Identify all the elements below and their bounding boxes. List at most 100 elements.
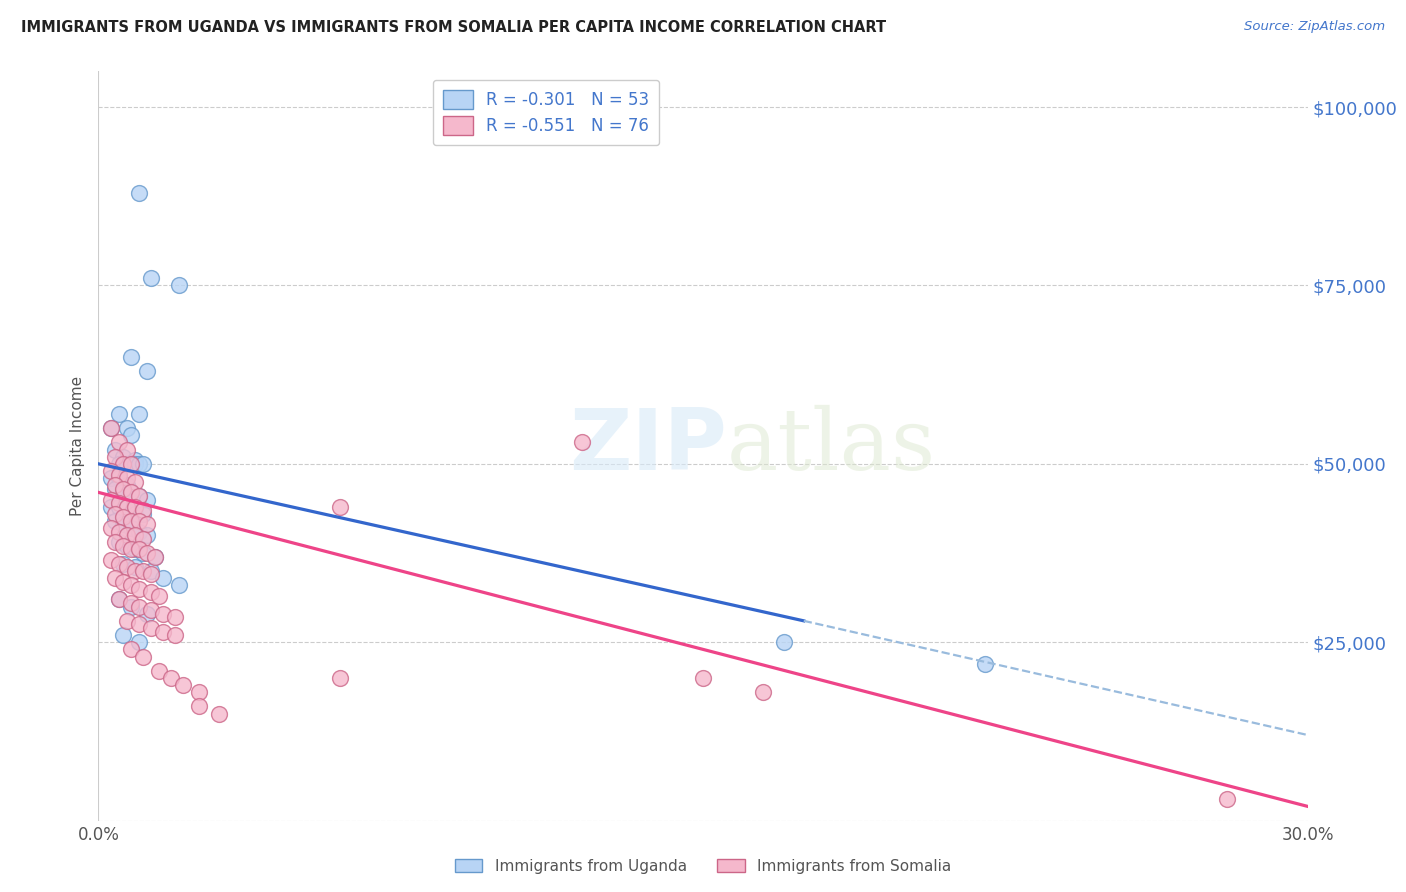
Point bbox=[135, 492, 157, 507]
Point bbox=[160, 671, 183, 685]
Point bbox=[132, 503, 155, 517]
Point bbox=[115, 539, 138, 553]
Point bbox=[124, 475, 146, 489]
Point bbox=[139, 567, 162, 582]
Point bbox=[124, 453, 146, 467]
Point bbox=[143, 549, 166, 564]
Point bbox=[139, 585, 162, 599]
Point bbox=[124, 564, 146, 578]
Point bbox=[115, 614, 138, 628]
Point bbox=[100, 421, 122, 435]
Point bbox=[128, 617, 150, 632]
Point bbox=[115, 560, 138, 574]
Point bbox=[100, 553, 122, 567]
Legend: R = -0.301   N = 53, R = -0.551   N = 76: R = -0.301 N = 53, R = -0.551 N = 76 bbox=[433, 79, 659, 145]
Point bbox=[103, 450, 125, 464]
Point bbox=[139, 621, 162, 635]
Point bbox=[103, 442, 125, 457]
Point bbox=[107, 467, 129, 482]
Point bbox=[128, 407, 150, 421]
Point bbox=[692, 671, 714, 685]
Point bbox=[128, 489, 150, 503]
Point bbox=[107, 500, 129, 514]
Point bbox=[111, 485, 134, 500]
Point bbox=[103, 514, 125, 528]
Point bbox=[111, 457, 134, 471]
Point bbox=[571, 435, 593, 450]
Point bbox=[124, 528, 146, 542]
Point bbox=[152, 571, 174, 585]
Point bbox=[124, 500, 146, 514]
Point bbox=[124, 560, 146, 574]
Point bbox=[120, 599, 142, 614]
Point bbox=[128, 489, 150, 503]
Point bbox=[128, 514, 150, 528]
Point bbox=[172, 678, 194, 692]
Point bbox=[120, 542, 142, 557]
Point bbox=[163, 628, 186, 642]
Point bbox=[167, 278, 190, 293]
Point bbox=[111, 557, 134, 571]
Legend: Immigrants from Uganda, Immigrants from Somalia: Immigrants from Uganda, Immigrants from … bbox=[449, 853, 957, 880]
Point bbox=[772, 635, 794, 649]
Point bbox=[120, 514, 142, 528]
Point bbox=[120, 642, 142, 657]
Point bbox=[115, 500, 138, 514]
Point bbox=[139, 564, 162, 578]
Point bbox=[135, 517, 157, 532]
Point bbox=[128, 635, 150, 649]
Point bbox=[111, 450, 134, 464]
Point bbox=[103, 478, 125, 492]
Point bbox=[100, 492, 122, 507]
Point bbox=[139, 603, 162, 617]
Point bbox=[107, 592, 129, 607]
Text: atlas: atlas bbox=[727, 404, 936, 488]
Point bbox=[120, 596, 142, 610]
Point bbox=[103, 507, 125, 521]
Point bbox=[120, 485, 142, 500]
Point bbox=[132, 649, 155, 664]
Point bbox=[148, 664, 170, 678]
Point bbox=[107, 407, 129, 421]
Point bbox=[107, 496, 129, 510]
Point bbox=[107, 535, 129, 549]
Point bbox=[124, 507, 146, 521]
Point bbox=[120, 457, 142, 471]
Point bbox=[132, 564, 155, 578]
Point bbox=[128, 599, 150, 614]
Point bbox=[103, 535, 125, 549]
Point bbox=[1216, 792, 1239, 806]
Point bbox=[148, 589, 170, 603]
Point bbox=[752, 685, 775, 699]
Point bbox=[208, 706, 231, 721]
Text: ZIP: ZIP bbox=[569, 404, 727, 488]
Point bbox=[152, 624, 174, 639]
Point bbox=[111, 539, 134, 553]
Point bbox=[120, 428, 142, 442]
Text: Source: ZipAtlas.com: Source: ZipAtlas.com bbox=[1244, 20, 1385, 33]
Point bbox=[120, 578, 142, 592]
Point bbox=[128, 186, 150, 200]
Point bbox=[111, 482, 134, 496]
Point bbox=[111, 510, 134, 524]
Point bbox=[115, 528, 138, 542]
Point bbox=[329, 671, 352, 685]
Point bbox=[100, 464, 122, 478]
Point bbox=[120, 350, 142, 364]
Point bbox=[974, 657, 997, 671]
Point bbox=[128, 582, 150, 596]
Point bbox=[107, 557, 129, 571]
Point bbox=[115, 442, 138, 457]
Point bbox=[107, 457, 129, 471]
Point bbox=[124, 542, 146, 557]
Point bbox=[107, 471, 129, 485]
Point bbox=[132, 546, 155, 560]
Point bbox=[132, 507, 155, 521]
Point bbox=[115, 471, 138, 485]
Point bbox=[128, 524, 150, 539]
Point bbox=[107, 592, 129, 607]
Text: IMMIGRANTS FROM UGANDA VS IMMIGRANTS FROM SOMALIA PER CAPITA INCOME CORRELATION : IMMIGRANTS FROM UGANDA VS IMMIGRANTS FRO… bbox=[21, 20, 886, 35]
Point bbox=[143, 549, 166, 564]
Point bbox=[329, 500, 352, 514]
Point bbox=[115, 478, 138, 492]
